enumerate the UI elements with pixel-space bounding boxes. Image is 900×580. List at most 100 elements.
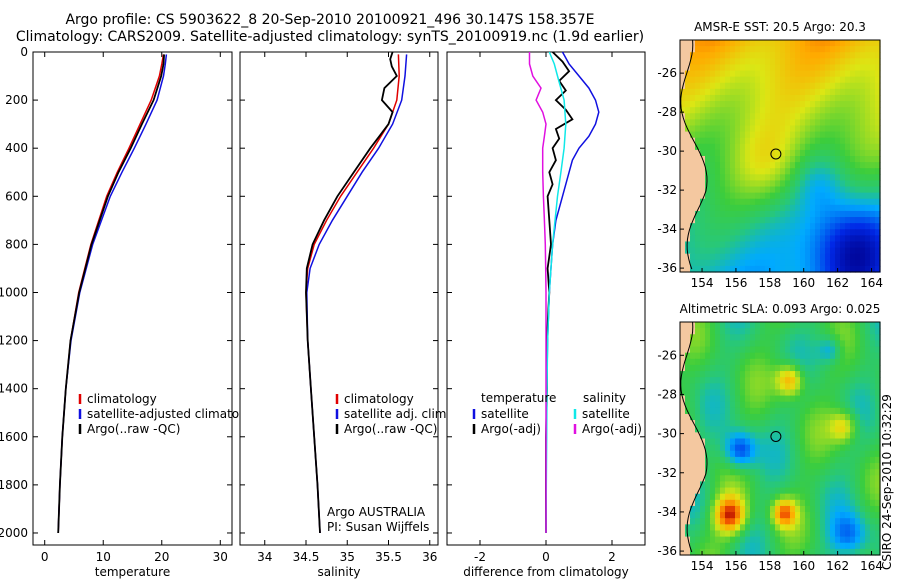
map-cell [860,137,866,145]
map-cell [725,530,731,538]
map-cell [780,235,786,243]
map-cell [710,548,716,556]
map-cell [770,334,776,341]
map-cell [690,358,696,366]
map-cell [785,512,791,519]
map-cell [770,52,776,59]
map-cell [785,358,791,366]
map-cell [825,334,831,341]
map-cell [780,64,786,72]
map-cell [790,407,796,415]
map-cell [860,505,866,513]
map-cell [720,229,726,236]
map-cell [710,420,716,427]
map-cell [730,210,736,218]
map-cell [735,143,741,151]
map-cell [730,438,736,446]
map-cell [870,426,876,433]
map-cell [830,536,836,544]
map-cell [765,334,771,341]
map-cell [820,204,826,212]
map-cell [690,364,696,372]
map-cell [715,371,721,378]
map-cell [685,149,691,157]
map-cell [860,210,866,218]
map-cell [875,186,881,194]
map-cell [695,198,701,206]
map-cell [820,180,826,188]
map-cell [700,536,706,544]
map-cell [875,542,881,550]
map-cell [845,162,851,169]
map-cell [845,352,851,360]
map-cell [795,322,801,329]
map-cell [685,156,691,163]
map-cell [800,113,806,120]
map-cell [810,88,816,96]
map-cell [845,94,851,102]
map-cell [810,518,816,525]
map-cell [785,420,791,427]
map-cell [825,377,831,384]
map-cell [830,198,836,206]
map-cell [705,119,711,127]
map-cell [815,107,821,114]
map-cell [850,512,856,519]
map-cell [775,247,781,255]
map-cell [850,358,856,366]
map-cell [810,469,816,476]
map-cell [695,340,701,348]
map-cell [785,186,791,194]
map-cell [755,107,761,114]
map-cell [725,229,731,236]
map-cell [860,107,866,114]
map-cell [700,481,706,489]
map-cell [760,346,766,354]
map-cell [845,265,851,273]
map-cell [730,352,736,360]
map-cell [715,210,721,218]
map-cell [700,432,706,440]
map-cell [685,131,691,139]
map-cell [800,156,806,163]
map-cell [820,389,826,397]
map-cell [875,358,881,366]
map-cell [870,524,876,532]
map-cell [775,420,781,427]
map-cell [815,450,821,458]
series-line-argo-raw-qc- [57,54,165,534]
map-cell [790,328,796,335]
map-cell [825,456,831,464]
map-cell [750,505,756,513]
map-cell [815,377,821,384]
map-x-tick-label: 154 [691,559,714,573]
map-cell [705,210,711,218]
map-cell [870,383,876,391]
map-cell [820,426,826,433]
map-cell [790,438,796,446]
map-cell [795,198,801,206]
map-cell [680,204,686,212]
map-cell [855,192,861,200]
map-cell [700,168,706,175]
map-cell [755,192,761,200]
map-cell [755,168,761,175]
map-cell [715,542,721,550]
map-cell [700,229,706,236]
map-cell [860,64,866,72]
map-cell [865,174,871,182]
map-cell [830,438,836,446]
map-cell [710,143,716,151]
map-cell [765,469,771,476]
map-cell [805,94,811,102]
map-cell [810,247,816,255]
map-cell [815,383,821,391]
map-cell [690,407,696,415]
map-cell [845,259,851,267]
map-cell [795,101,801,108]
map-cell [720,137,726,145]
map-cell [865,469,871,476]
map-cell [760,512,766,519]
map-cell [695,395,701,403]
map-cell [865,58,871,66]
